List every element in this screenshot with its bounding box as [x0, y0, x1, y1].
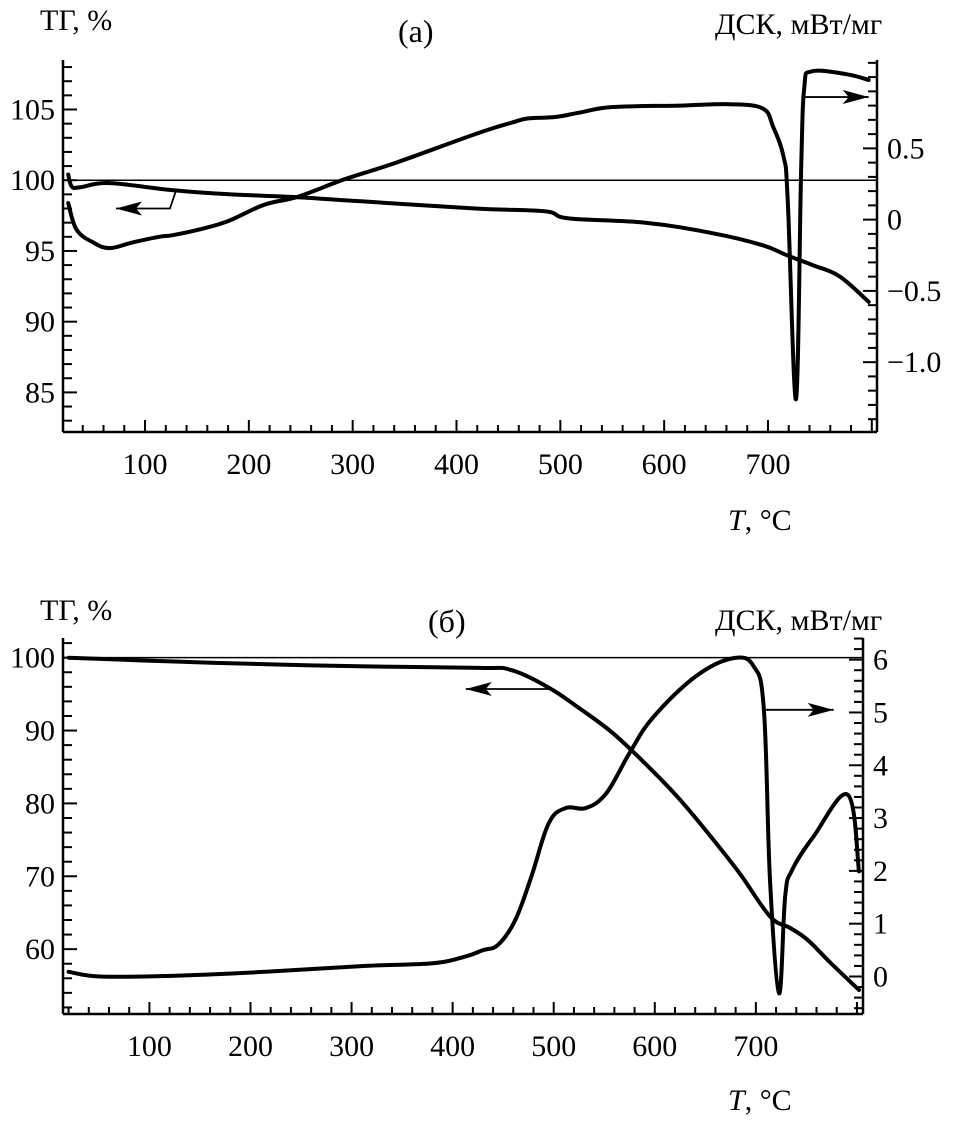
x-tick-label: 100 — [127, 1030, 172, 1063]
left-axis-pointer-arrow — [115, 189, 178, 210]
x-axis-symbol: T — [728, 504, 747, 537]
y-right-tick-label: 2 — [873, 855, 888, 888]
x-tick-label: 400 — [434, 448, 479, 481]
x-tick-label: 600 — [642, 448, 687, 481]
x-axis-unit: , °C — [745, 504, 792, 537]
y-left-tick-label: 90 — [25, 715, 55, 748]
arrowhead-icon — [465, 682, 492, 697]
panel-b: ТГ, % (б) ДСК, мВт/мг T, °C 100 200 300 400… — [10, 594, 888, 1117]
x-tick-label: 400 — [430, 1030, 475, 1063]
y-left-tick-label: 85 — [25, 376, 55, 409]
x-tick-label: 200 — [226, 448, 271, 481]
y-right-tick-label: −1.0 — [887, 346, 941, 379]
x-tick-label: 200 — [228, 1030, 273, 1063]
x-tick-label: 700 — [745, 448, 790, 481]
dsc-curve — [66, 68, 871, 402]
dsc-curve — [66, 655, 861, 996]
left-axis-title: ТГ, % — [40, 4, 112, 37]
y-right-tick-label: 0.5 — [887, 132, 925, 165]
arrowhead-icon — [115, 201, 142, 216]
y-left-tick-label: 60 — [25, 933, 55, 966]
y-left-tick-label: 80 — [25, 787, 55, 820]
y-right-tick-label: 1 — [873, 908, 888, 941]
panel-label: (a) — [398, 13, 434, 49]
x-tick-label: 300 — [329, 1030, 374, 1063]
y-left-tick-label: 105 — [10, 94, 55, 127]
y-right-tick-label: 6 — [873, 644, 888, 677]
x-axis-title: T, °C — [728, 1084, 792, 1117]
x-tick-label: 300 — [330, 448, 375, 481]
x-axis-unit: , °C — [745, 1084, 792, 1117]
x-tick-label: 500 — [538, 448, 583, 481]
x-tick-label: 100 — [123, 448, 168, 481]
right-axis-title: ДСК, мВт/мг — [715, 8, 882, 41]
arrowhead-icon — [807, 702, 834, 717]
tg-curve — [66, 655, 861, 992]
panel-a: ТГ, % (a) ДСК, мВт/мг T, °C 100 200 300 400… — [10, 4, 941, 537]
left-axis-title: ТГ, % — [40, 594, 112, 627]
y-right-tick-label: 3 — [873, 802, 888, 835]
y-right-tick-label: 4 — [873, 749, 888, 782]
y-left-tick-label: 90 — [25, 306, 55, 339]
y-left-tick-label: 100 — [10, 164, 55, 197]
arrowhead-icon — [842, 90, 869, 105]
y-right-tick-label: −0.5 — [887, 275, 941, 308]
x-tick-label: 500 — [531, 1030, 576, 1063]
x-axis-title: T, °C — [728, 504, 792, 537]
x-tick-label: 700 — [733, 1030, 778, 1063]
y-left-tick-label: 70 — [25, 860, 55, 893]
panel-label: (б) — [428, 603, 466, 639]
x-axis-symbol: T — [728, 1084, 747, 1117]
y-right-tick-label: 5 — [873, 696, 888, 729]
y-right-tick-label: 0 — [887, 204, 902, 237]
y-left-tick-label: 95 — [25, 235, 55, 268]
right-axis-title: ДСК, мВт/мг — [715, 604, 882, 637]
y-left-tick-label: 100 — [10, 642, 55, 675]
tg-curve — [66, 172, 871, 304]
y-right-tick-label: 0 — [873, 961, 888, 994]
x-tick-label: 600 — [632, 1030, 677, 1063]
